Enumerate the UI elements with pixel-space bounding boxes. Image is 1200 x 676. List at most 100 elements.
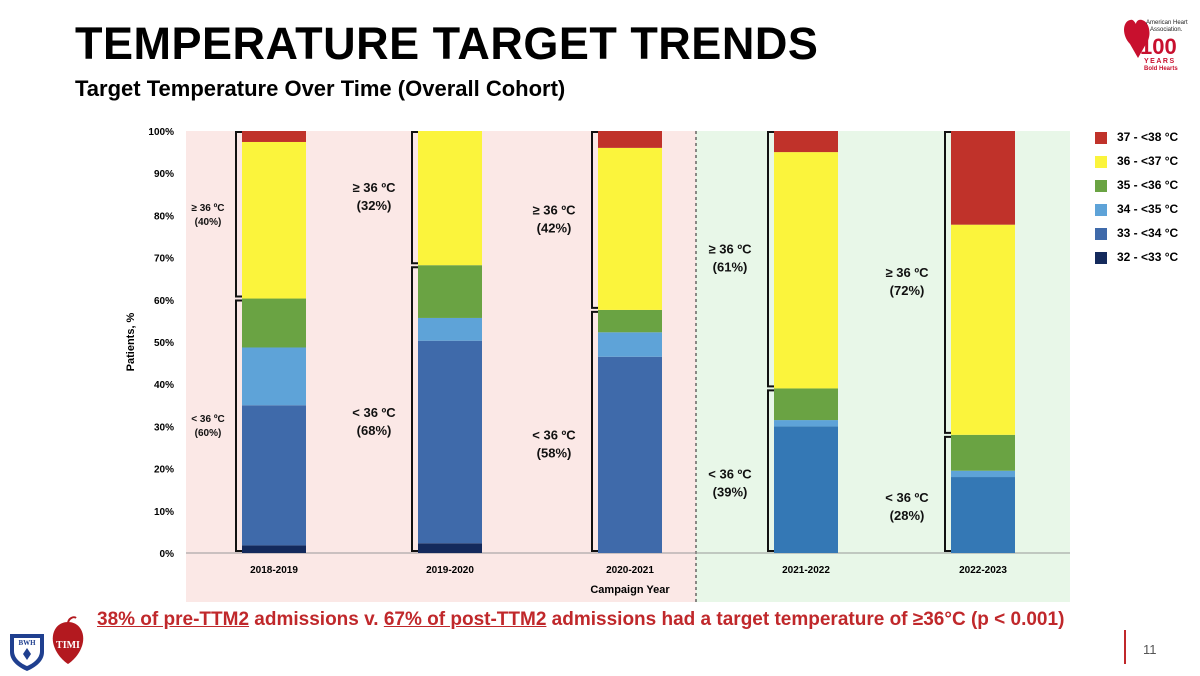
legend-label: 32 - <33 °C: [1117, 250, 1179, 264]
bar-segment: [598, 356, 662, 553]
bar-segment: [418, 265, 482, 318]
legend-item: 36 - <37 °C: [1087, 154, 1197, 174]
legend-item: 34 - <35 °C: [1087, 202, 1197, 222]
legend-label: 33 - <34 °C: [1117, 226, 1179, 240]
aha-centennial-logo: American Heart Association. 100 YEARS Bo…: [1124, 19, 1188, 72]
upper-annotation: ≥ 36 ºC: [353, 180, 397, 195]
lower-annotation: < 36 ºC: [532, 427, 576, 442]
bar-segment: [774, 420, 838, 427]
lower-annotation: < 36 ºC: [708, 467, 752, 482]
legend-swatch: [1095, 204, 1107, 216]
lower-annotation: < 36 ºC: [352, 405, 396, 420]
bar-segment: [951, 131, 1015, 225]
lower-bracket: [944, 435, 951, 552]
upper-bracket: [591, 131, 598, 309]
bar-segment: [418, 340, 482, 544]
legend-label: 37 - <38 °C: [1117, 130, 1179, 144]
bwh-shield-logo: BWH: [10, 634, 44, 671]
lower-annotation-pct: (68%): [357, 423, 392, 438]
lower-annotation-pct: (28%): [890, 508, 925, 523]
slide-title: TEMPERATURE TARGET TRENDS: [75, 18, 819, 69]
aha-tagline: Bold Hearts: [1144, 66, 1178, 72]
bar-segment: [774, 426, 838, 553]
upper-bracket: [411, 131, 418, 265]
y-tick-label: 30%: [154, 422, 174, 433]
aha-line2: Association.: [1150, 27, 1183, 33]
bar-segment: [242, 298, 306, 348]
legend-swatch: [1095, 252, 1107, 264]
upper-annotation-pct: (61%): [713, 260, 748, 275]
aha-number: 100: [1140, 34, 1177, 59]
aha-line1: American Heart: [1146, 20, 1188, 26]
y-tick-label: 20%: [154, 465, 174, 476]
bwh-text: BWH: [18, 639, 36, 647]
bar-segment: [774, 152, 838, 389]
legend-label: 35 - <36 °C: [1117, 178, 1179, 192]
bar-segment: [598, 147, 662, 310]
bar-segment: [774, 131, 838, 153]
bar-segment: [418, 131, 482, 266]
y-tick-label: 90%: [154, 169, 174, 180]
upper-bracket: [235, 131, 242, 298]
bar-segment: [242, 131, 306, 142]
bar-segment: [951, 224, 1015, 435]
bar-segment: [242, 141, 306, 299]
upper-annotation: ≥ 36 ºC: [533, 202, 577, 217]
upper-annotation-pct: (40%): [195, 217, 222, 228]
legend-label: 36 - <37 °C: [1117, 154, 1179, 168]
y-tick-label: 100%: [148, 127, 174, 138]
bar-segment: [951, 477, 1015, 553]
bar-segment: [418, 543, 482, 553]
legend-item: 32 - <33 °C: [1087, 250, 1197, 270]
lower-bracket: [591, 310, 598, 552]
legend-item: 33 - <34 °C: [1087, 226, 1197, 246]
lower-annotation: < 36 ºC: [885, 490, 929, 505]
lower-annotation-pct: (39%): [713, 485, 748, 500]
y-axis-label: Patients, %: [125, 312, 137, 371]
page-number: 11: [1143, 642, 1157, 657]
upper-annotation: ≥ 36 ºC: [709, 242, 753, 257]
lower-bracket: [767, 389, 774, 552]
y-tick-label: 10%: [154, 507, 174, 518]
x-axis-label: Campaign Year: [590, 584, 670, 596]
lower-bracket: [411, 266, 418, 552]
x-tick-label: 2021-2022: [782, 565, 830, 576]
legend-swatch: [1095, 132, 1107, 144]
legend-item: 37 - <38 °C: [1087, 130, 1197, 150]
bar-segment: [598, 309, 662, 333]
y-tick-label: 60%: [154, 296, 174, 307]
footer-text-2: admissions had a target temperature of ≥…: [546, 609, 1065, 630]
footer-post-ttm2: 67% of post-TTM2: [383, 609, 547, 630]
legend-swatch: [1095, 156, 1107, 168]
legend-label: 34 - <35 °C: [1117, 202, 1179, 216]
y-tick-label: 0%: [160, 549, 175, 560]
legend-swatch: [1095, 228, 1107, 240]
y-tick-label: 70%: [154, 254, 174, 265]
lower-annotation: < 36 ºC: [191, 414, 224, 425]
timi-text: TIMI: [56, 640, 80, 651]
bar-segment: [242, 545, 306, 553]
x-tick-label: 2020-2021: [606, 565, 654, 576]
y-tick-label: 80%: [154, 211, 174, 222]
bar-segment: [774, 388, 838, 421]
upper-annotation: ≥ 36 ºC: [886, 265, 930, 280]
legend-swatch: [1095, 180, 1107, 192]
x-tick-label: 2018-2019: [250, 565, 298, 576]
timi-logo: TIMI: [52, 616, 84, 664]
footer-pre-ttm2: 38% of pre-TTM2: [97, 609, 250, 630]
slide-subtitle: Target Temperature Over Time (Overall Co…: [75, 76, 566, 101]
aha-years: YEARS: [1144, 58, 1176, 65]
upper-bracket: [944, 131, 951, 434]
upper-annotation-pct: (72%): [890, 283, 925, 298]
page-number-rule: [1124, 630, 1126, 664]
lower-annotation-pct: (60%): [195, 428, 222, 439]
upper-annotation-pct: (42%): [537, 220, 572, 235]
legend-item: 35 - <36 °C: [1087, 178, 1197, 198]
x-tick-label: 2022-2023: [959, 565, 1007, 576]
x-tick-label: 2019-2020: [426, 565, 474, 576]
lower-bracket: [235, 299, 242, 552]
upper-annotation: ≥ 36 ºC: [191, 203, 224, 214]
bar-segment: [598, 332, 662, 357]
upper-bracket: [767, 131, 774, 388]
